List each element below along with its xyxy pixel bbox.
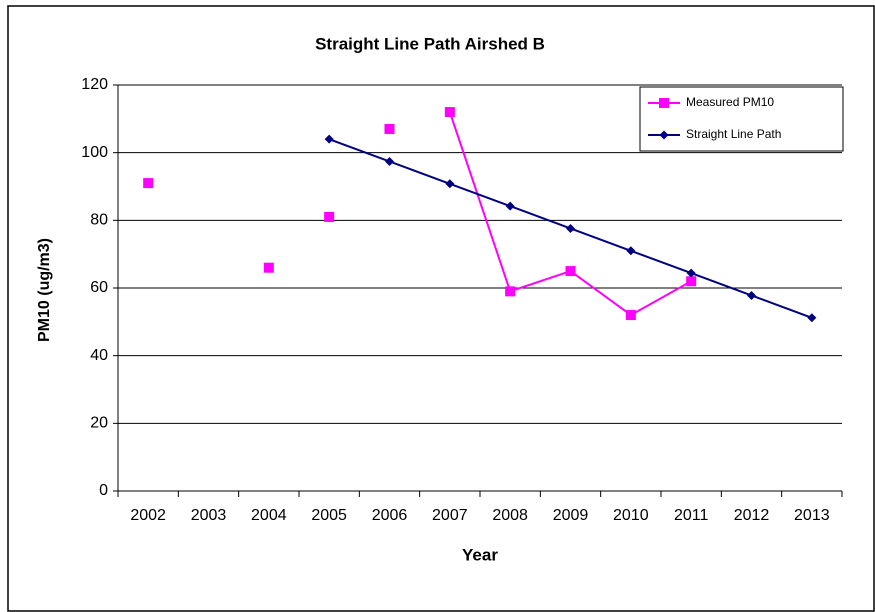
series-line <box>448 111 692 317</box>
x-tick-label: 2011 <box>674 507 709 524</box>
chart-title: Straight Line Path Airshed B <box>315 34 545 53</box>
y-tick-label: 40 <box>90 347 108 364</box>
marker <box>324 211 335 222</box>
legend-box <box>639 86 844 152</box>
marker <box>505 201 515 211</box>
x-axis-label: Year <box>462 545 498 564</box>
legend-label: Straight Line Path <box>686 127 781 141</box>
x-tick-label: 2010 <box>613 507 649 524</box>
x-tick-label: 2013 <box>794 507 830 524</box>
marker <box>384 123 395 134</box>
x-tick-label: 2008 <box>492 507 528 524</box>
marker <box>566 223 575 233</box>
legend-marker <box>659 130 669 140</box>
y-tick-label: 0 <box>99 482 108 499</box>
marker <box>324 134 334 144</box>
y-tick-label: 20 <box>90 415 108 432</box>
x-tick-label: 2006 <box>372 507 408 524</box>
x-tick-label: 2002 <box>130 507 166 524</box>
marker <box>445 179 455 189</box>
marker <box>263 262 274 273</box>
y-axis-label: PM10 (ug/m3) <box>36 238 53 342</box>
marker <box>686 268 696 278</box>
y-tick-label: 120 <box>81 76 108 93</box>
marker <box>143 178 154 189</box>
x-tick-label: 2004 <box>251 507 287 524</box>
legend-label: Measured PM10 <box>686 95 774 109</box>
x-tick-label: 2009 <box>553 507 589 524</box>
marker <box>385 156 394 166</box>
x-tick-label: 2003 <box>191 507 227 524</box>
y-tick-label: 100 <box>81 144 108 161</box>
marker <box>807 313 817 323</box>
y-tick-label: 60 <box>90 279 108 296</box>
marker <box>626 246 636 256</box>
y-tick-label: 80 <box>90 212 108 229</box>
x-tick-label: 2005 <box>311 507 347 524</box>
x-tick-label: 2007 <box>432 507 468 524</box>
legend-marker <box>659 98 669 108</box>
marker <box>747 290 756 300</box>
x-tick-label: 2012 <box>734 507 770 524</box>
